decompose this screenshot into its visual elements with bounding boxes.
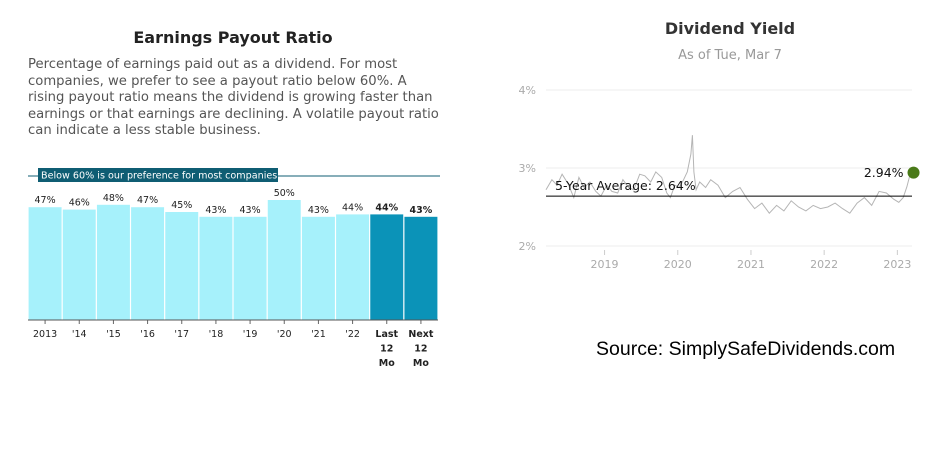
bar-value-label: 43% [410,205,433,216]
y-tick-label: 3% [519,162,536,175]
x-tick-label: Next [408,329,434,340]
average-label: 5-Year Average: 2.64% [555,178,696,193]
yield-chart-title: Dividend Yield [664,19,796,38]
bar [267,200,301,320]
x-tick-label: 12 [414,344,427,355]
y-tick-label: 2% [519,240,536,253]
bar-value-label: 43% [240,205,261,216]
x-tick-label: 2021 [737,258,765,271]
x-tick-label: Last [375,329,398,340]
x-tick-label: '14 [72,329,87,340]
bar [165,212,199,320]
bar-value-label: 50% [274,188,295,199]
x-tick-label: '18 [209,329,224,340]
x-tick-label: 2023 [883,258,911,271]
x-tick-label: '20 [277,329,292,340]
bar-value-label: 44% [375,202,398,213]
bar-value-label: 48% [103,193,124,204]
bar [370,214,404,320]
bar [28,207,62,320]
bar-value-label: 43% [205,205,226,216]
x-tick-label: 2013 [33,329,57,340]
x-tick-label: '22 [345,329,360,340]
current-yield-dot [907,166,920,179]
payout-ratio-chart: Below 60% is our preference for most com… [28,168,440,369]
bar-value-label: 47% [35,195,56,206]
x-tick-label: '19 [243,329,258,340]
bar-value-label: 45% [171,200,192,211]
reference-label: Below 60% is our preference for most com… [41,171,277,182]
bar [301,216,335,320]
x-tick-label: Mo [379,358,395,369]
bar [62,209,96,320]
x-tick-label: '15 [106,329,121,340]
bar [336,214,370,320]
bar [233,216,267,320]
bar [199,216,233,320]
x-tick-label: '16 [140,329,155,340]
x-tick-label: 12 [380,344,393,355]
yield-chart-subtitle: As of Tue, Mar 7 [678,48,782,63]
bar-value-label: 43% [308,205,329,216]
x-tick-label: Mo [413,358,429,369]
bar [96,204,130,320]
yield-line [545,135,911,214]
x-tick-label: '17 [174,329,189,340]
bar-value-label: 44% [342,202,363,213]
reference-banner [38,168,278,182]
bar-value-label: 47% [137,195,158,206]
dividend-yield-chart: 2% 3% 4% 2019 2020 2021 2022 2023 5-Year Average… [519,84,920,271]
x-tick-label: 2019 [591,258,619,271]
y-tick-label: 4% [519,84,536,97]
bar-value-label: 46% [69,198,90,209]
bar [131,207,165,320]
current-yield-label: 2.94% [864,165,904,180]
x-tick-label: '21 [311,329,326,340]
source-credit: Source: SimplySafeDividends.com [596,338,896,360]
payout-chart-title: Earnings Payout Ratio [133,28,333,47]
x-tick-label: 2020 [664,258,692,271]
bar [404,216,438,320]
payout-description: Percentage of earnings paid out as a div… [28,57,439,139]
x-tick-label: 2022 [810,258,838,271]
